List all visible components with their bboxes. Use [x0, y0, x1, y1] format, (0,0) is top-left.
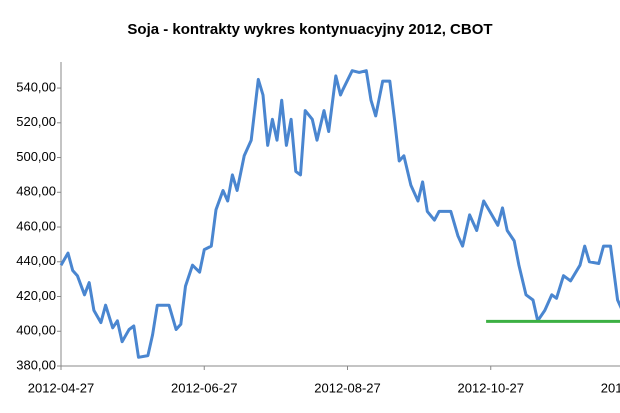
chart-title: Soja - kontrakty wykres kontynuacyjny 20… [127, 21, 492, 38]
y-tick-label: 540,00 [16, 79, 56, 94]
y-tick-label: 480,00 [16, 184, 56, 199]
x-tick-label: 2012-06-27 [171, 380, 238, 395]
y-tick-label: 520,00 [16, 114, 56, 129]
x-tick-label: 2012-08-27 [314, 380, 381, 395]
y-tick-label: 400,00 [16, 323, 56, 338]
data-line [59, 69, 620, 359]
y-tick-label: 440,00 [16, 253, 56, 268]
y-tick-label: 460,00 [16, 218, 56, 233]
y-tick-label: 420,00 [16, 288, 56, 303]
y-tick-label: 500,00 [16, 149, 56, 164]
x-tick-label: 2012-10-27 [458, 380, 525, 395]
y-tick-label: 380,00 [16, 357, 56, 372]
x-tick-label: 2012-04-27 [28, 380, 95, 395]
x-tick-label: 2012-12-27 [601, 380, 620, 395]
